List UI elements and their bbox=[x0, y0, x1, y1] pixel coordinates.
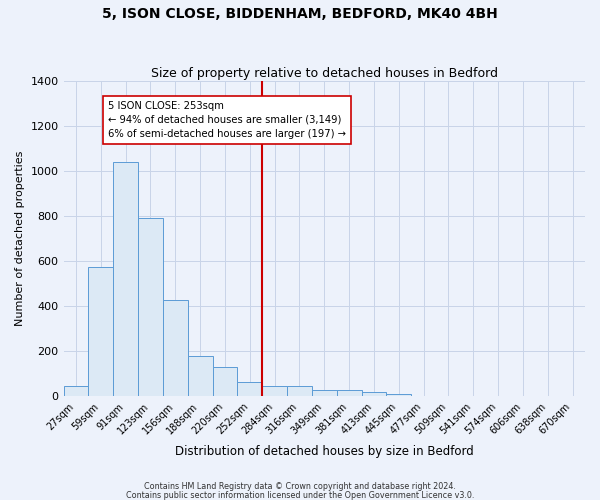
Bar bbox=[88, 266, 113, 396]
Text: Contains HM Land Registry data © Crown copyright and database right 2024.: Contains HM Land Registry data © Crown c… bbox=[144, 482, 456, 491]
Y-axis label: Number of detached properties: Number of detached properties bbox=[15, 151, 25, 326]
Title: Size of property relative to detached houses in Bedford: Size of property relative to detached ho… bbox=[151, 66, 498, 80]
X-axis label: Distribution of detached houses by size in Bedford: Distribution of detached houses by size … bbox=[175, 444, 473, 458]
Text: Contains public sector information licensed under the Open Government Licence v3: Contains public sector information licen… bbox=[126, 490, 474, 500]
Bar bbox=[64, 386, 88, 396]
Bar bbox=[337, 390, 362, 396]
Bar bbox=[238, 382, 262, 396]
Bar bbox=[287, 386, 312, 396]
Text: 5 ISON CLOSE: 253sqm
← 94% of detached houses are smaller (3,149)
6% of semi-det: 5 ISON CLOSE: 253sqm ← 94% of detached h… bbox=[108, 101, 346, 139]
Bar bbox=[212, 367, 238, 396]
Bar bbox=[312, 390, 337, 396]
Bar bbox=[163, 300, 188, 396]
Bar bbox=[262, 386, 287, 396]
Bar bbox=[386, 394, 411, 396]
Text: 5, ISON CLOSE, BIDDENHAM, BEDFORD, MK40 4BH: 5, ISON CLOSE, BIDDENHAM, BEDFORD, MK40 … bbox=[102, 8, 498, 22]
Bar bbox=[362, 392, 386, 396]
Bar bbox=[138, 218, 163, 396]
Bar bbox=[188, 356, 212, 397]
Bar bbox=[113, 162, 138, 396]
